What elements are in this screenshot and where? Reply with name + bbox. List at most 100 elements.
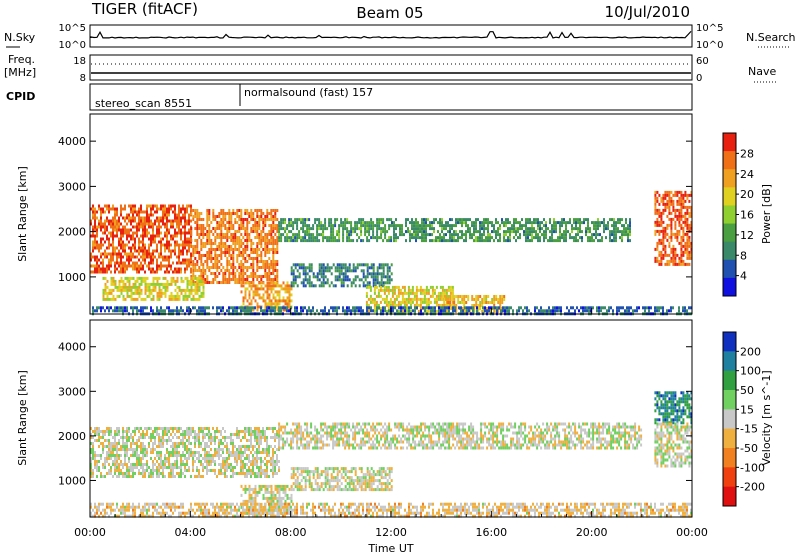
echo-cell [276,299,279,303]
echo-cell [483,221,485,225]
echo-cell [433,300,436,304]
echo-cell [224,281,227,284]
echo-cell [386,278,389,282]
echo-cell [164,264,166,268]
echo-cell [168,228,170,232]
echo-cell [168,475,170,478]
echo-cell [479,239,481,243]
echo-cell [362,281,365,285]
echo-cell [439,218,441,222]
echo-cell [352,306,354,310]
echo-cell [485,307,488,310]
echo-cell [178,222,180,226]
echo-cell [429,294,432,298]
echo-cell [134,204,136,208]
echo-cell [548,306,550,310]
echo-cell [144,270,146,274]
echo-cell [162,463,164,466]
echo-cell [330,233,333,237]
echo-cell [126,306,128,310]
echo-cell [216,260,219,263]
echo-cell [460,306,462,310]
echo-cell [511,230,513,234]
radar-title: TIGER (fitACF) [91,0,198,18]
echo-cell [114,219,116,223]
echo-cell [676,262,679,266]
echo-cell [114,270,116,274]
echo-cell [276,230,279,233]
echo-cell [674,235,677,239]
echo-cell [565,233,567,237]
echo-cell [648,306,650,310]
echo-cell [407,300,410,304]
echo-cell [409,303,412,307]
echo-cell [186,210,188,214]
echo-cell [192,260,195,263]
echo-cell [433,230,435,234]
echo-cell [599,233,601,237]
echo-cell [118,249,120,253]
echo-cell [142,267,144,271]
echo-cell [236,248,239,251]
echo-cell [272,269,275,272]
echo-cell [114,264,116,268]
echo-cell [228,278,231,281]
echo-cell [320,266,323,270]
echo-cell [284,284,287,288]
echo-cell [322,284,325,288]
echo-cell [627,236,629,240]
echo-cell [431,288,434,292]
echo-cell [338,306,340,310]
echo-cell [192,209,195,212]
echo-cell [399,230,401,234]
echo-cell [94,246,96,250]
echo-cell [662,202,665,206]
echo-cell [136,270,138,274]
echo-cell [616,306,618,310]
echo-cell [178,216,180,220]
echo-cell [98,222,100,226]
echo-cell [390,236,393,240]
echo-cell [507,236,509,240]
echo-cell [521,224,523,228]
echo-cell [138,222,140,226]
echo-cell [674,223,677,227]
echo-cell [108,451,110,454]
echo-cell [384,227,387,231]
echo-cell [162,276,165,280]
echo-cell [294,281,297,285]
echo-cell [686,247,689,251]
echo-cell [686,241,689,245]
echo-cell [258,209,261,212]
echo-cell [517,221,519,225]
echo-cell [128,216,130,220]
echo-cell [92,442,94,445]
echo-cell [148,288,151,292]
echo-cell [238,209,241,212]
echo-cell [397,288,400,292]
echo-cell [276,245,279,248]
echo-cell [122,427,124,430]
echo-cell [409,233,411,237]
echo-cell [254,227,257,230]
echo-cell [284,308,287,312]
echo-cell [208,239,211,242]
echo-cell [589,227,591,231]
echo-cell [206,275,209,278]
echo-cell [395,233,397,237]
echo-cell [236,212,239,215]
echo-cell [660,220,663,224]
echo-cell [250,306,252,310]
echo-cell [672,256,675,260]
echo-cell [152,249,154,253]
echo-cell [174,282,177,286]
echo-cell [358,306,360,310]
echo-cell [182,294,185,298]
echo-cell [441,227,443,231]
echo-cell [174,204,176,208]
echo-cell [136,249,138,253]
echo-cell [242,281,245,284]
echo-cell [570,306,572,310]
echo-cell [152,282,155,286]
echo-cell [662,229,665,233]
